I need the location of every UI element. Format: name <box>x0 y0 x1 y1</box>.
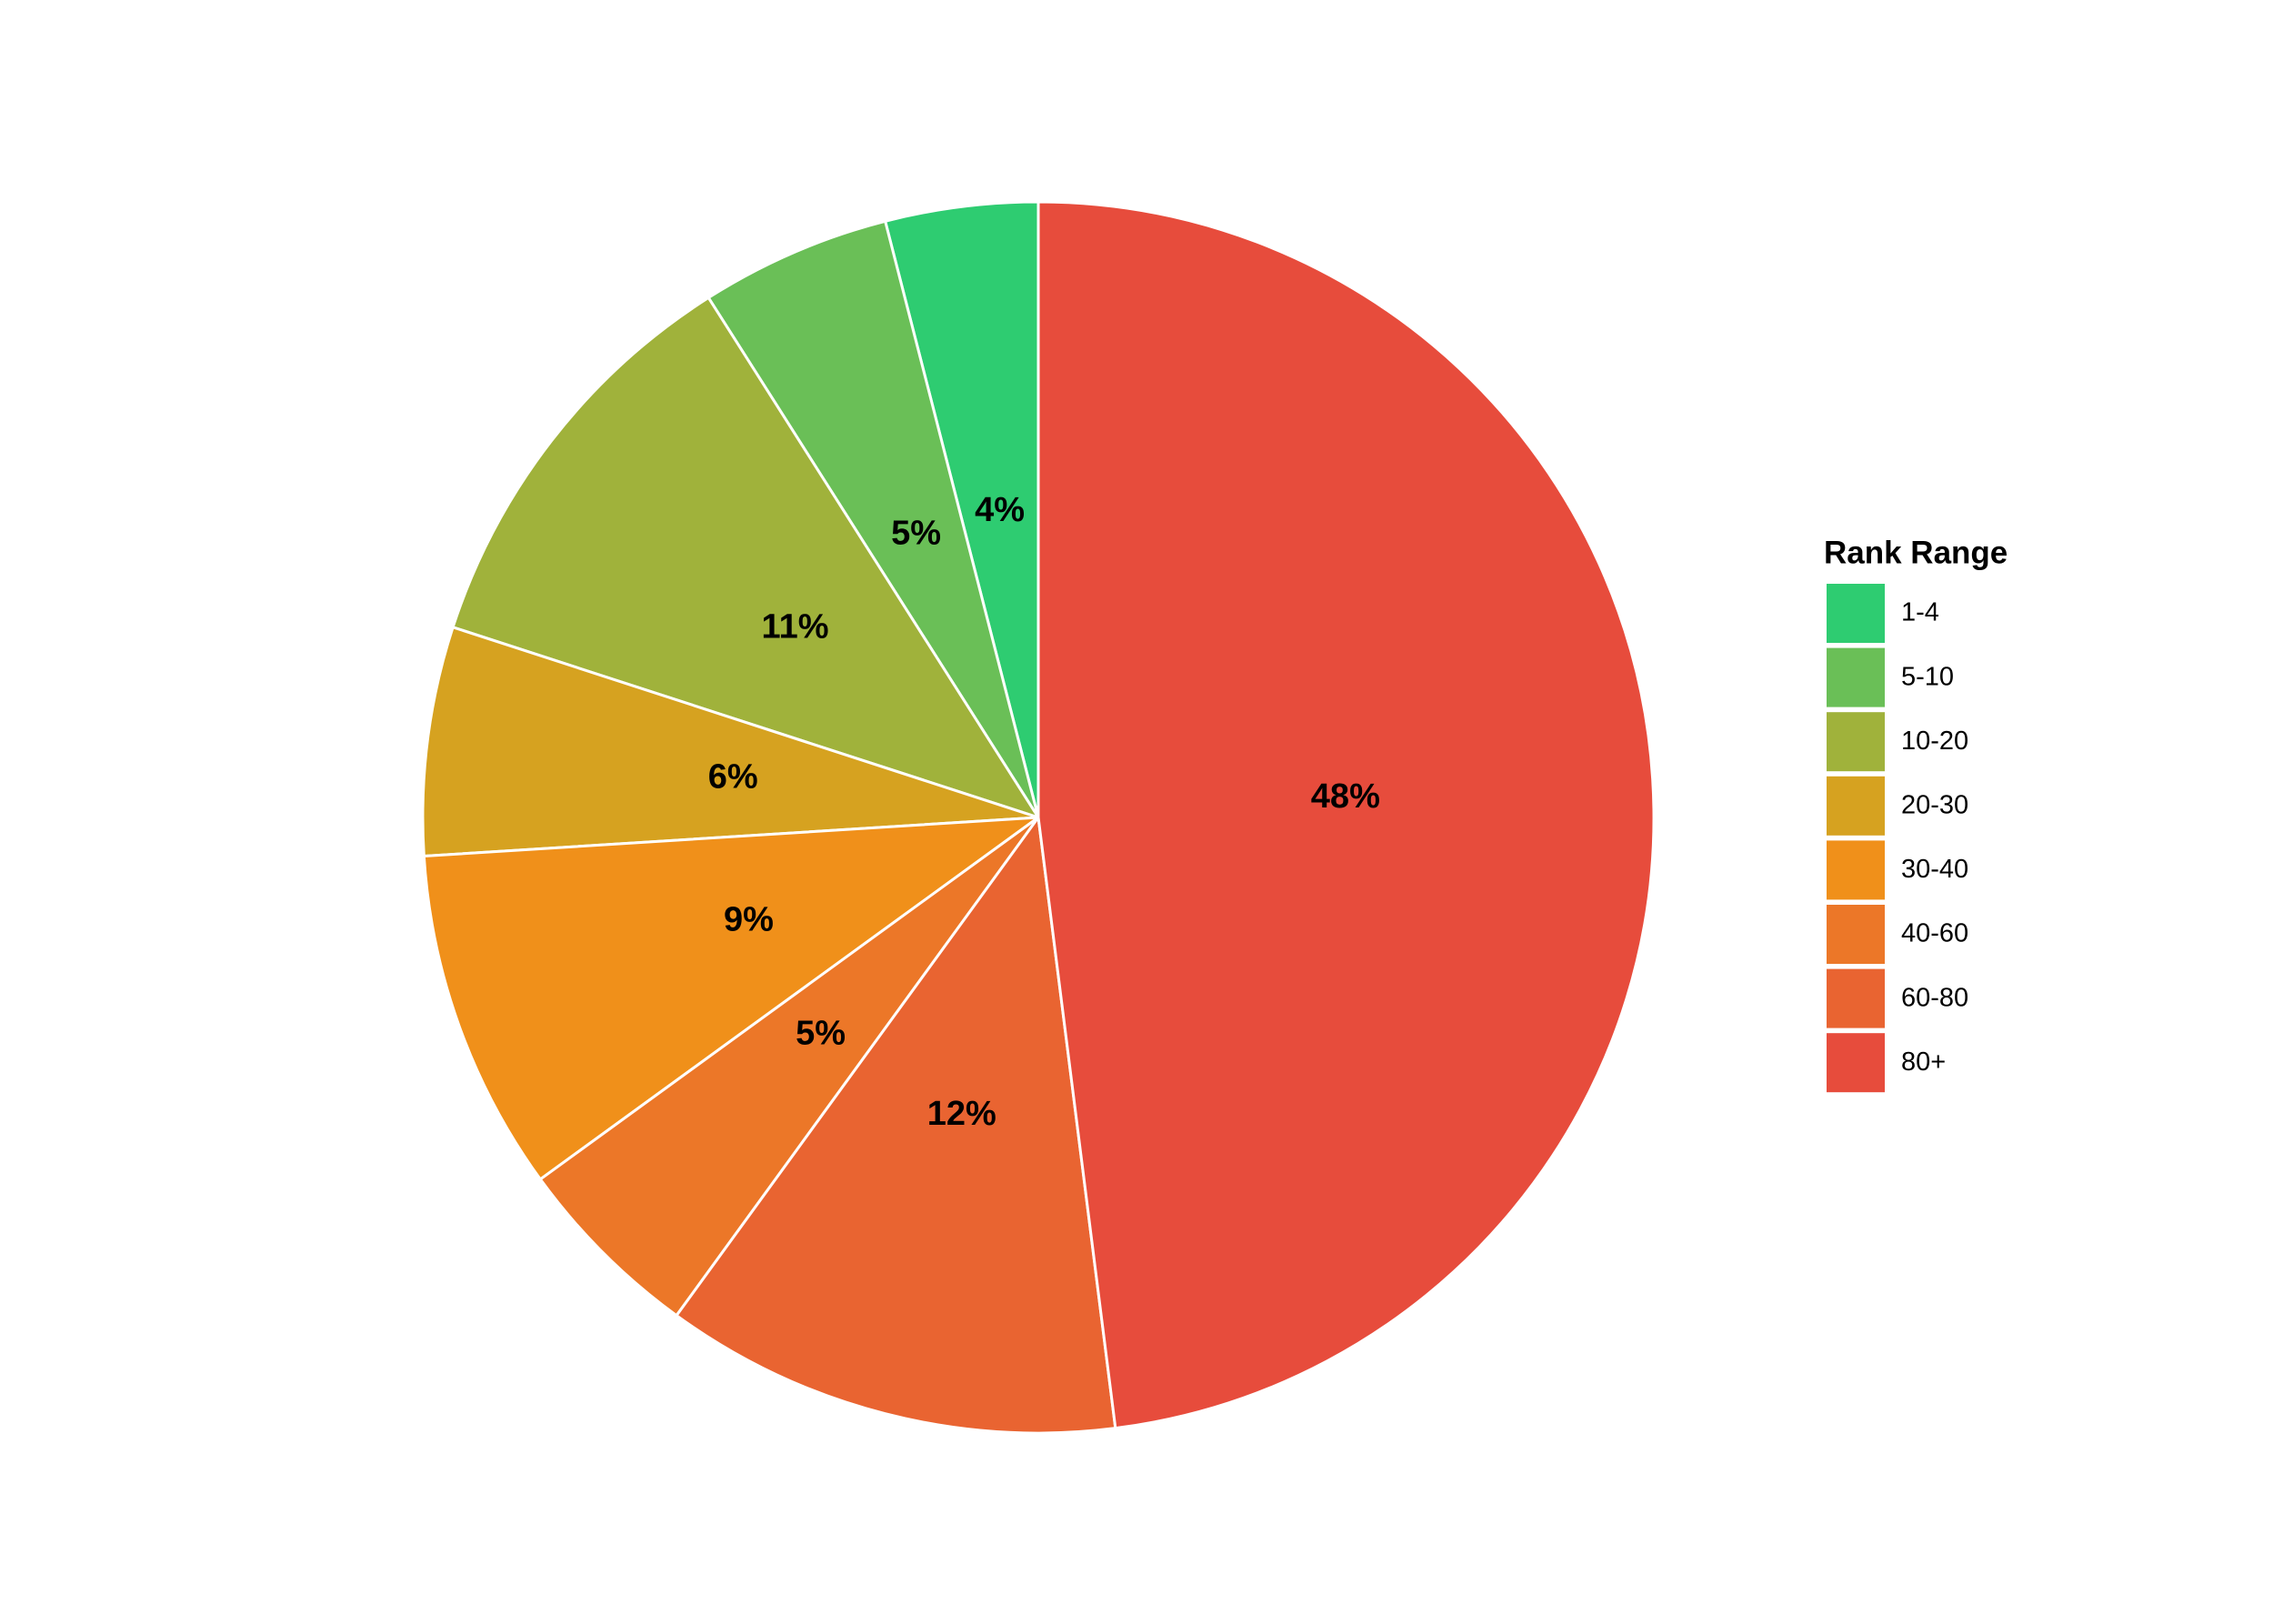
legend-label: 20-30 <box>1901 790 1968 819</box>
slice-label: 4% <box>975 491 1025 529</box>
legend-label: 1-4 <box>1901 598 1939 627</box>
slice-label: 9% <box>724 901 774 939</box>
legend-label: 5-10 <box>1901 662 1954 691</box>
slice-label: 11% <box>762 608 829 647</box>
pie-slice <box>1036 200 1656 1430</box>
legend-swatch <box>1827 647 1885 707</box>
legend-swatch <box>1827 1033 1885 1093</box>
slice-label: 5% <box>796 1014 846 1052</box>
legend-swatch <box>1827 584 1885 643</box>
pie-slice <box>421 625 1039 858</box>
slice-label: 48% <box>1311 777 1380 816</box>
legend-swatch <box>1827 905 1885 964</box>
legend-label: 60-80 <box>1901 983 1968 1012</box>
legend-label: 80+ <box>1901 1048 1946 1077</box>
pie-slice <box>674 814 1117 1435</box>
pie-slice <box>706 219 1040 818</box>
slice-label: 5% <box>891 514 941 552</box>
legend-swatch <box>1827 968 1885 1028</box>
legend-swatch <box>1827 840 1885 900</box>
pie-slice <box>538 816 1040 1318</box>
pie-slice <box>451 296 1042 820</box>
legend-label: 40-60 <box>1901 919 1968 948</box>
legend-label: 10-20 <box>1901 727 1968 756</box>
legend-swatch <box>1827 712 1885 772</box>
legend-swatch <box>1827 776 1885 836</box>
legend-label: 30-40 <box>1901 855 1968 884</box>
slice-label: 6% <box>708 758 758 797</box>
legend-title: Rank Range <box>1824 535 2008 570</box>
slice-label: 12% <box>927 1095 996 1133</box>
pie-slice <box>422 816 1044 1182</box>
